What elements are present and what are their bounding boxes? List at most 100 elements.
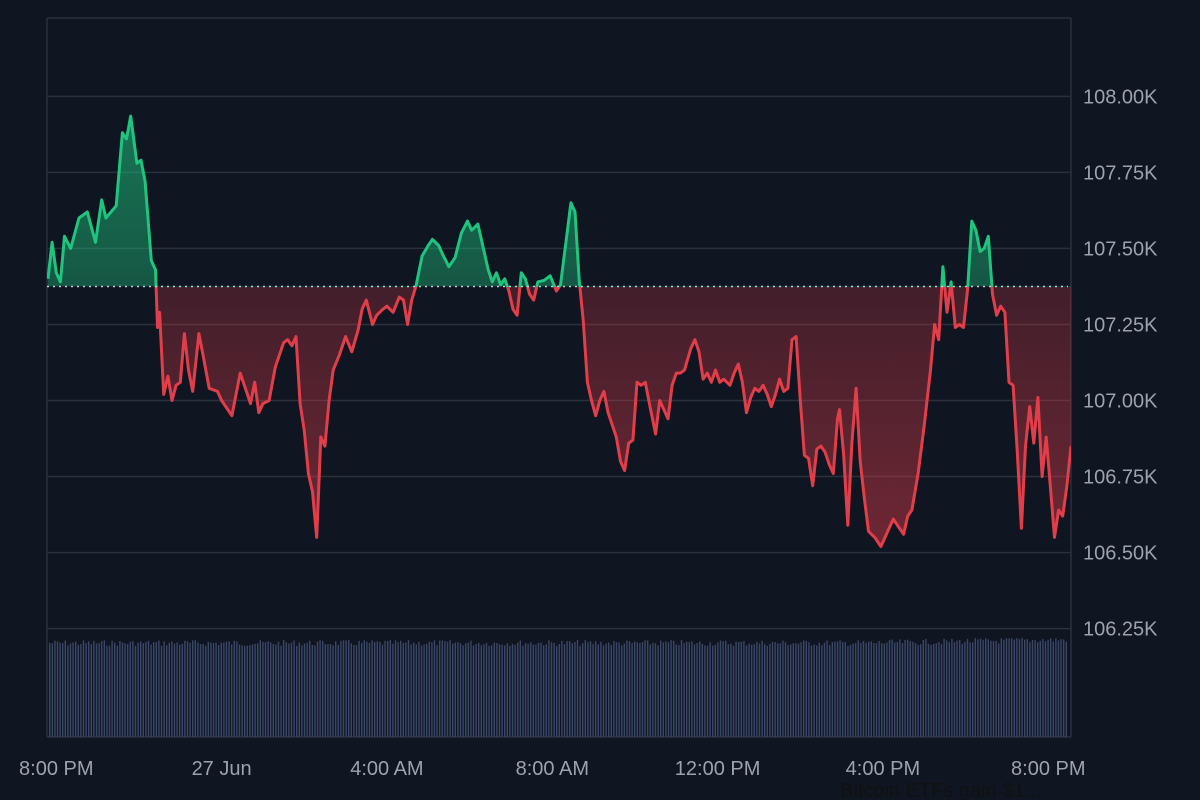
volume-bar xyxy=(667,642,670,737)
volume-bar xyxy=(844,642,846,737)
volume-bar xyxy=(1044,641,1047,737)
volume-bar xyxy=(1024,639,1026,737)
volume-bar xyxy=(831,642,833,737)
area-above-baseline xyxy=(48,116,1071,287)
volume-bar xyxy=(322,640,324,737)
volume-bar xyxy=(327,644,329,737)
volume-bar xyxy=(1050,638,1052,737)
volume-bar xyxy=(857,640,859,737)
volume-bar xyxy=(506,643,508,737)
volume-bar xyxy=(350,643,352,737)
volume-bar xyxy=(509,645,511,737)
volume-bar xyxy=(277,641,280,737)
volume-bar xyxy=(340,641,342,737)
volume-bar xyxy=(823,642,826,737)
x-tick-label: 8:00 PM xyxy=(1011,758,1085,780)
volume-bar xyxy=(1057,640,1060,737)
volume-bar xyxy=(283,640,285,737)
volume-bar xyxy=(496,643,498,737)
area-below-baseline xyxy=(156,287,1071,547)
volume-bar xyxy=(189,642,191,737)
volume-bar xyxy=(712,645,714,737)
volume-bar xyxy=(192,640,194,737)
volume-bar xyxy=(1011,638,1013,737)
volume-bar xyxy=(171,641,173,737)
news-ticker-headline[interactable]: Bitcoin ETFs gain $1... xyxy=(840,780,1042,800)
volume-bar xyxy=(891,639,893,737)
price-line-down xyxy=(154,287,1071,548)
volume-bar xyxy=(90,644,92,737)
volume-bar xyxy=(1031,639,1034,737)
y-tick-label: 106.25K xyxy=(1083,619,1158,641)
volume-bar xyxy=(449,640,451,737)
volume-bar xyxy=(912,641,914,737)
volume-bar xyxy=(600,641,602,737)
volume-bar xyxy=(413,642,415,737)
volume-bar xyxy=(649,644,651,737)
volume-bar xyxy=(483,644,485,737)
volume-bar xyxy=(563,644,566,737)
volume-bar xyxy=(998,643,1000,737)
volume-bar xyxy=(740,641,742,737)
volume-bar xyxy=(114,642,116,737)
volume-bar xyxy=(181,643,183,737)
volume-bar xyxy=(907,639,909,737)
y-tick-label: 106.50K xyxy=(1083,543,1158,565)
volume-bar xyxy=(743,641,745,737)
volume-bar xyxy=(1047,639,1049,737)
volume-bar xyxy=(316,641,319,737)
volume-bar xyxy=(537,643,540,737)
volume-bar xyxy=(670,640,672,737)
volume-bar xyxy=(296,645,298,737)
volume-bar xyxy=(946,640,948,737)
volume-bar xyxy=(405,642,407,737)
volume-bar xyxy=(745,645,748,737)
volume-bar xyxy=(124,643,126,737)
volume-bar xyxy=(249,645,251,737)
volume-bar xyxy=(956,640,958,737)
volume-bar xyxy=(608,642,610,737)
volume-bar xyxy=(597,644,599,737)
volume-bar xyxy=(1003,639,1005,737)
volume-bar xyxy=(179,644,181,737)
volume-bar xyxy=(961,644,963,737)
volume-bar xyxy=(545,644,547,737)
volume-bar xyxy=(267,641,269,737)
volume-bar xyxy=(415,644,417,737)
volume-bar xyxy=(88,641,90,737)
volume-bar xyxy=(852,643,854,737)
volume-bar xyxy=(550,642,553,737)
volume-bar xyxy=(803,640,805,737)
volume-bar xyxy=(654,643,657,737)
price-area-layer xyxy=(48,116,1071,547)
volume-bar xyxy=(498,644,501,737)
volume-bar xyxy=(753,644,755,737)
volume-bar xyxy=(501,644,503,737)
volume-bar xyxy=(779,643,781,737)
volume-bar xyxy=(855,643,857,737)
volume-bar xyxy=(290,642,293,737)
volume-bar xyxy=(59,642,61,737)
volume-bar xyxy=(644,640,646,737)
volume-bar xyxy=(168,642,170,737)
volume-bar xyxy=(376,641,378,737)
volume-bar xyxy=(1000,638,1002,737)
volume-bar xyxy=(480,645,482,737)
volume-bar xyxy=(870,641,872,737)
volume-bar xyxy=(886,642,888,737)
volume-bar xyxy=(1008,638,1010,737)
volume-bar xyxy=(693,644,696,737)
volume-bar xyxy=(106,645,108,737)
volume-bar xyxy=(647,640,649,737)
volume-bar xyxy=(212,643,215,737)
volume-bar xyxy=(849,644,852,737)
volume-bar xyxy=(433,640,436,737)
volume-bar xyxy=(522,645,524,737)
volume-bar xyxy=(254,643,256,737)
volume-bar xyxy=(569,641,571,737)
volume-bar xyxy=(985,638,987,737)
volume-bar xyxy=(756,641,758,737)
volume-bar xyxy=(275,644,277,737)
volume-bar xyxy=(623,643,625,737)
volume-bar xyxy=(158,640,160,737)
